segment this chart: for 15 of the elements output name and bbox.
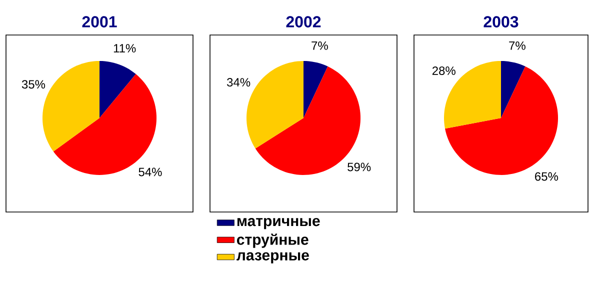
data-label: 59% xyxy=(348,162,371,172)
chart-title: 2002 xyxy=(286,16,321,28)
data-label: 11% xyxy=(114,44,136,52)
legend-label: струйные xyxy=(236,234,308,248)
chart-title: 2003 xyxy=(484,16,518,28)
data-label: 35% xyxy=(22,80,46,89)
chart-title: 2001 xyxy=(82,16,117,28)
data-label: 65% xyxy=(535,172,558,181)
legend-label: матричные xyxy=(237,218,320,230)
data-label: 7% xyxy=(509,41,526,50)
data-label: 34% xyxy=(227,78,250,87)
data-label: 7% xyxy=(312,41,328,50)
data-label: 54% xyxy=(138,168,162,176)
legend-label: лазерные xyxy=(236,252,309,264)
data-label: 28% xyxy=(432,66,456,75)
